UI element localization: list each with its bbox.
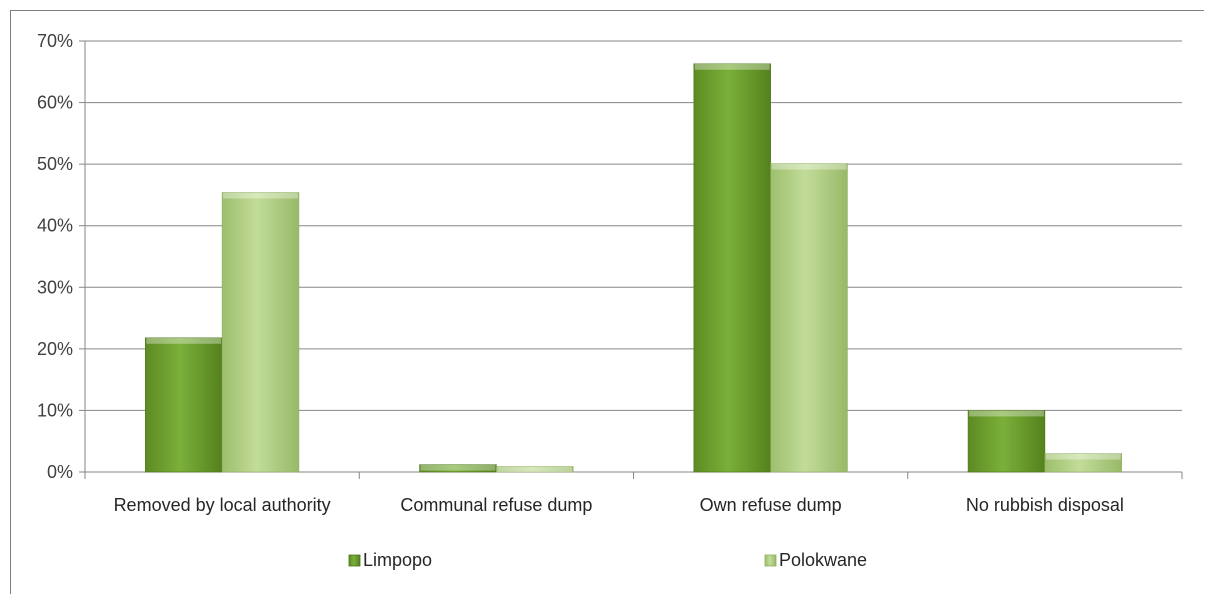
y-tick-label: 70% — [37, 31, 73, 51]
bar-polokwane-0 — [221, 192, 300, 473]
bar-limpopo-3 — [967, 410, 1046, 473]
y-tick-label: 30% — [37, 277, 73, 297]
legend: Limpopo Polokwane — [348, 550, 867, 570]
bar-polokwane-1 — [496, 466, 574, 473]
x-category-label: No rubbish disposal — [966, 495, 1124, 515]
bar-bevel — [146, 337, 222, 344]
y-tick-label: 50% — [37, 154, 73, 174]
bar-bevel — [420, 464, 496, 471]
legend-label-limpopo: Limpopo — [363, 550, 432, 570]
bar-bevel — [694, 63, 770, 70]
bar-bevel — [771, 163, 847, 170]
legend-label-polokwane: Polokwane — [779, 550, 867, 570]
y-tick-label: 0% — [47, 462, 73, 482]
bars — [145, 63, 1122, 473]
bar-bevel — [969, 410, 1044, 417]
bar-bevel — [1045, 453, 1121, 460]
bar-bevel — [497, 466, 573, 472]
labels: 0% 10% 20% 30% 40% 50% 60% 70% Removed by local … — [37, 31, 1124, 515]
y-tick-label: 20% — [37, 339, 73, 359]
x-category-label: Communal refuse dump — [400, 495, 592, 515]
bar-limpopo-0 — [145, 337, 223, 473]
x-category-label: Removed by local authority — [114, 495, 331, 515]
y-tick-label: 10% — [37, 400, 73, 420]
bar-limpopo-2 — [693, 63, 771, 473]
chart-frame — [10, 10, 1204, 594]
x-category-label: Own refuse dump — [700, 495, 842, 515]
legend-swatch-limpopo — [348, 554, 361, 567]
y-tick-label: 40% — [37, 216, 73, 236]
y-tick-label: 60% — [37, 93, 73, 113]
bar-polokwane-2 — [770, 163, 848, 473]
bar-polokwane-3 — [1044, 453, 1122, 473]
legend-swatch-polokwane — [764, 554, 777, 567]
bar-bevel — [223, 192, 298, 199]
